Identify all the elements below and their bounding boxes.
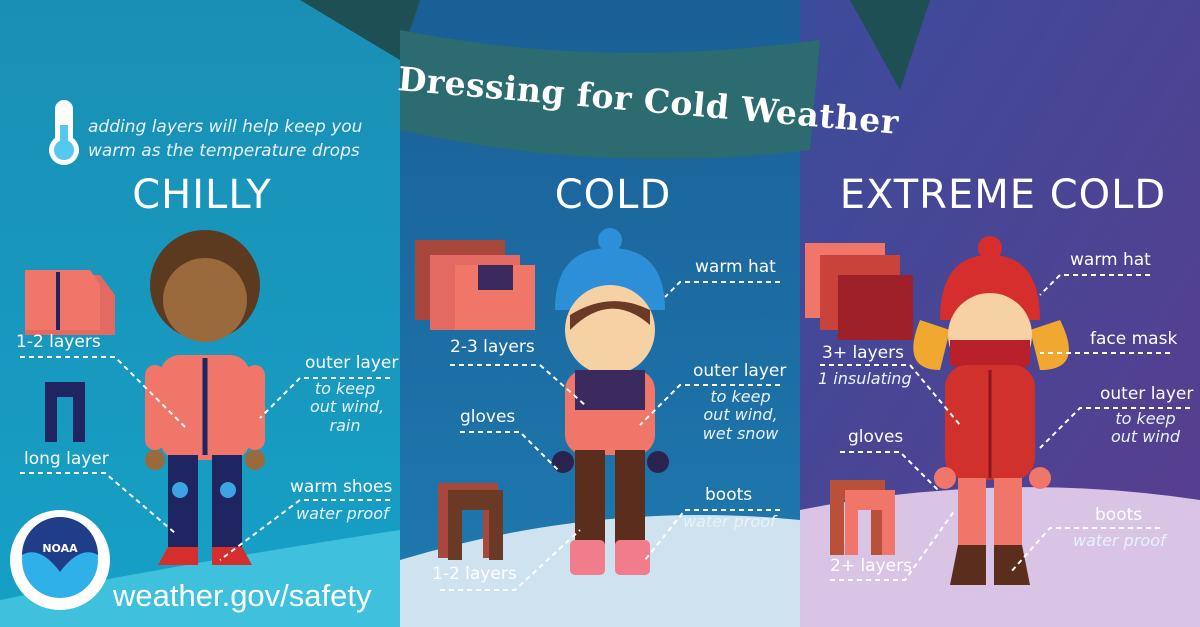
noaa-logo-text: NOAA bbox=[42, 542, 78, 555]
jackets-icon bbox=[415, 240, 535, 330]
cold-heading: COLD bbox=[554, 172, 672, 218]
intro-line-1: adding layers will help keep you bbox=[88, 117, 363, 137]
extreme-outer-label: outer layer bbox=[1100, 384, 1194, 404]
extreme-feet-label: boots bbox=[1095, 505, 1143, 525]
pants-icon bbox=[438, 483, 503, 560]
chilly-outer-desc: to keep out wind, rain bbox=[310, 379, 385, 435]
intro-line-2: warm as the temperature drops bbox=[88, 141, 360, 161]
cold-feet-desc: water proof bbox=[683, 512, 776, 531]
cold-feet-label: boots bbox=[705, 485, 753, 505]
child-chilly bbox=[145, 230, 265, 565]
cold-bottom-label: 1-2 layers bbox=[432, 564, 517, 584]
title-banner bbox=[300, 0, 930, 159]
cold-gloves-label: gloves bbox=[460, 407, 516, 427]
extreme-layers-label: 3+ layers bbox=[822, 343, 904, 363]
pants-icon bbox=[830, 480, 895, 555]
leader-lines bbox=[20, 274, 1190, 591]
extreme-hat-label: warm hat bbox=[1070, 250, 1151, 270]
snow-ground-1 bbox=[0, 530, 400, 627]
jackets-icon bbox=[805, 243, 913, 340]
chilly-feet-desc: water proof bbox=[296, 504, 389, 523]
cold-outer-desc: to keep out wind, wet snow bbox=[702, 387, 779, 443]
chilly-feet-label: warm shoes bbox=[290, 477, 393, 497]
chilly-outer-label: outer layer bbox=[305, 353, 399, 373]
extreme-mask-label: face mask bbox=[1090, 329, 1178, 349]
extreme-outer-desc: to keep out wind bbox=[1110, 409, 1181, 447]
pants-icon bbox=[45, 382, 85, 442]
child-cold bbox=[552, 228, 669, 575]
chilly-layers-label: 1-2 layers bbox=[16, 332, 101, 352]
extreme-heading: EXTREME COLD bbox=[839, 172, 1167, 218]
noaa-logo: NOAA bbox=[10, 510, 110, 610]
cold-outer-label: outer layer bbox=[693, 361, 787, 381]
chilly-bottom-label: long layer bbox=[24, 449, 109, 469]
cold-layers-label: 2-3 layers bbox=[450, 337, 535, 357]
cold-hat-label: warm hat bbox=[695, 257, 776, 277]
extreme-feet-desc: water proof bbox=[1073, 531, 1166, 550]
extreme-gloves-label: gloves bbox=[848, 427, 904, 447]
extreme-bottom-label: 2+ layers bbox=[830, 556, 912, 576]
website-link[interactable]: weather.gov/safety bbox=[113, 578, 372, 613]
jacket-icon bbox=[25, 270, 115, 335]
thermometer-icon bbox=[49, 100, 79, 165]
chilly-heading: CHILLY bbox=[132, 172, 272, 218]
extreme-layers-note: 1 insulating bbox=[818, 369, 912, 388]
child-extreme bbox=[913, 236, 1069, 585]
